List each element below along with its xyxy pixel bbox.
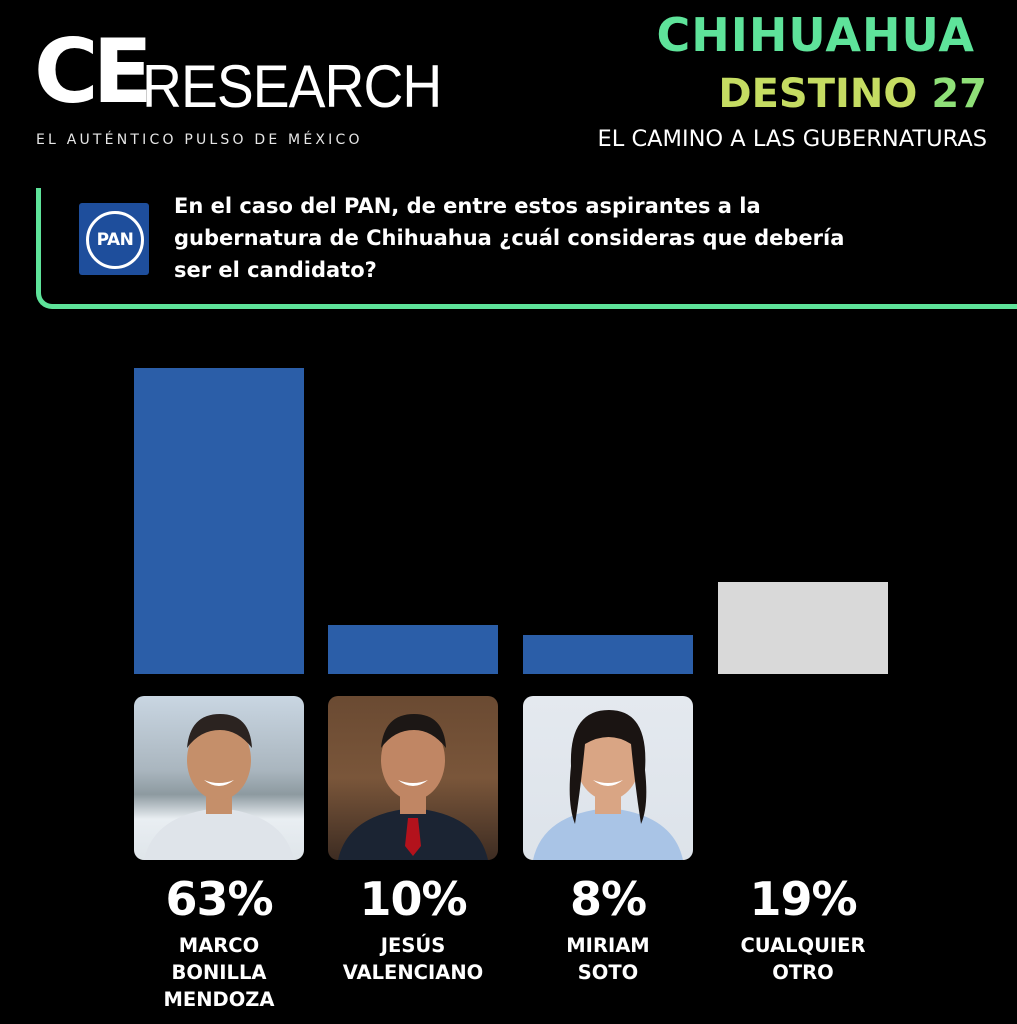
- bar-4: [718, 582, 888, 674]
- bar-2: [328, 625, 498, 674]
- category-label-line: OTRO: [772, 961, 834, 984]
- logo-ce-text: CE: [34, 20, 153, 123]
- candidate-photo-1: [134, 696, 304, 860]
- category-label-line: VALENCIANO: [342, 961, 484, 984]
- value-label-4: 19%: [749, 872, 857, 926]
- category-label-2: JESÚS VALENCIANO: [313, 932, 513, 986]
- category-label-4: CUALQUIER OTRO: [703, 932, 903, 986]
- bar-3: [523, 635, 693, 674]
- pan-logo-ring: PAN: [86, 211, 144, 269]
- value-label-3: 8%: [569, 872, 647, 926]
- header-subtitle: DESTINO 27: [718, 68, 987, 120]
- pan-logo-text: PAN: [96, 230, 134, 250]
- category-label-line: MIRIAM: [566, 934, 650, 957]
- question-frame: [36, 188, 1017, 309]
- category-label-line: JESÚS: [380, 934, 446, 957]
- header-subtitle-2: EL CAMINO A LAS GUBERNATURAS: [597, 126, 987, 152]
- logo-research-text: RESEARCH: [142, 53, 442, 120]
- bar-1: [134, 368, 304, 674]
- header-subtitle-word2: 27: [931, 71, 987, 117]
- value-label-2: 10%: [359, 872, 467, 926]
- category-label-line: MENDOZA: [163, 988, 275, 1011]
- category-label-line: BONILLA: [171, 961, 267, 984]
- category-label-line: MARCO: [178, 934, 260, 957]
- category-label-line: SOTO: [577, 961, 639, 984]
- header-subtitle-word1: DESTINO: [718, 71, 918, 117]
- category-label-1: MARCO BONILLA MENDOZA: [119, 932, 319, 1013]
- category-label-line: CUALQUIER: [740, 934, 866, 957]
- candidate-photo-2: [328, 696, 498, 860]
- pan-party-logo: PAN: [79, 203, 149, 275]
- question-text: En el caso del PAN, de entre estos aspir…: [174, 194, 845, 282]
- logo-tagline: EL AUTÉNTICO PULSO DE MÉXICO: [36, 132, 363, 148]
- header-title: CHIHUAHUA: [656, 8, 975, 62]
- value-label-1: 63%: [165, 872, 273, 926]
- category-label-3: MIRIAM SOTO: [508, 932, 708, 986]
- ce-research-logo: CE RESEARCH EL AUTÉNTICO PULSO DE MÉXICO: [34, 20, 442, 156]
- candidate-photo-3: [523, 696, 693, 860]
